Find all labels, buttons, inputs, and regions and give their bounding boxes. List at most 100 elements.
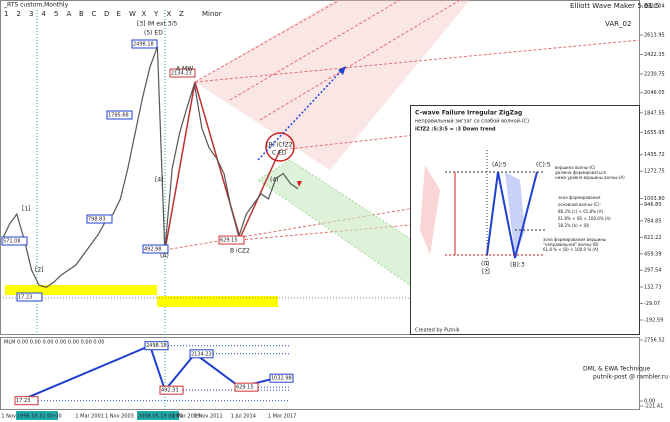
panel-note: ниже уровня вершины волны-(A) xyxy=(555,175,625,180)
panel-wave: (0) xyxy=(481,261,490,268)
degree-button: C xyxy=(92,10,97,18)
panel-formula: iCfZ2 :5:3:5 = :3 Down trend xyxy=(415,127,496,133)
info-panel xyxy=(410,105,640,335)
panel-note: зона формирования xyxy=(558,195,601,200)
watermark: DML & EWA Technique xyxy=(583,366,651,373)
price-tag-text: 798.83 xyxy=(88,217,106,223)
wave-label: [4] xyxy=(155,177,164,184)
wave-label: [2] xyxy=(35,267,44,274)
value-tag xyxy=(234,382,259,392)
wave-label: (4) xyxy=(270,177,279,184)
degree-button: X xyxy=(142,10,147,18)
value-tag xyxy=(269,373,294,383)
projection-arrow xyxy=(338,66,346,75)
indicator-name: Elliott Wave Maker 5.61.5 xyxy=(570,2,660,10)
y-tick-label: 2756.52 xyxy=(644,338,665,344)
panel-note: 61.8 % < (B) < 100.0 % (A) xyxy=(543,247,599,252)
value-label: 629.15 xyxy=(236,385,254,391)
panel-note: зона формирования вершины xyxy=(543,237,606,242)
degree-button: X xyxy=(167,10,172,18)
x-tick-label: 1 Mar 2009 xyxy=(172,414,201,420)
value-tag xyxy=(159,385,184,395)
value-label: 1032.98 xyxy=(271,376,292,382)
degree-button: 3 xyxy=(29,10,33,18)
time-badge-text: 2008.05.19 00:00 xyxy=(138,414,183,420)
price-tag-text: 571.08 xyxy=(3,239,21,245)
time-badge-text: 1996.10.31 00:00 xyxy=(17,414,62,420)
y-tick-label: 1003.80 xyxy=(644,196,665,202)
price-tag-text: 17.23 xyxy=(18,295,32,301)
y-tick-label: 1435.72 xyxy=(644,152,665,158)
sub-pane xyxy=(0,337,640,410)
overlay: 1 2 3 4 5 A B C D E W X Y X Z2900.042613.952422.352230… xyxy=(1,4,664,420)
y-tick-label: -29.07 xyxy=(644,301,660,307)
down-arrow xyxy=(297,181,302,187)
y-tick-label: -221.41 xyxy=(644,404,663,410)
time-badge xyxy=(137,411,179,420)
panel-credit: Created by Putnik xyxy=(415,328,460,334)
highlight-circle xyxy=(265,132,295,162)
price-tag xyxy=(86,214,113,224)
degree-button: 4 xyxy=(42,10,47,18)
panel-subtitle: неправильный зигзаг со слабой волной-(C) xyxy=(415,118,529,125)
degree-button: Y xyxy=(153,10,159,18)
y-tick-label: 2046.05 xyxy=(644,90,665,96)
panel-wave: (A):5 xyxy=(492,162,507,169)
price-line xyxy=(1,46,299,288)
price-tag xyxy=(131,39,158,49)
wave-label: [3] IM ext.3/5 xyxy=(137,21,177,28)
time-badge xyxy=(16,411,58,420)
price-tag xyxy=(1,236,28,246)
y-tick-label: 132.73 xyxy=(644,284,662,290)
y-tick-label: 621.22 xyxy=(644,235,662,241)
y-tick-label: 1272.75 xyxy=(644,169,665,175)
degree-button: 1 xyxy=(4,10,8,18)
value-label: 2134.23 xyxy=(191,351,212,357)
panel-note: 38.2% (b) < (B) xyxy=(558,223,590,228)
x-tick-label: 1 Nov 2011 xyxy=(194,414,223,420)
y-tick-label: 0.00 xyxy=(644,399,655,405)
y-tick-label: -192.59 xyxy=(644,318,663,324)
panel-note: 88.2% (c) < 61.8% (A) xyxy=(558,209,603,214)
wave-label: A MW xyxy=(176,66,193,73)
panel-wave: [?] xyxy=(482,269,490,276)
panel-note: должна формироваться xyxy=(555,170,606,175)
wave-label: [1] xyxy=(22,206,31,213)
value-tag xyxy=(144,341,169,351)
price-tag-text: 492.98 xyxy=(144,247,162,253)
y-tick-label: 297.54 xyxy=(644,268,662,274)
zone xyxy=(157,296,278,307)
y-tick-label: 459.39 xyxy=(644,251,662,257)
value-label: 17.23 xyxy=(16,398,30,404)
degree-button: 2 xyxy=(17,10,21,18)
degree-button: E xyxy=(117,10,121,18)
template: VAR_02 xyxy=(605,20,631,28)
price-tag xyxy=(142,244,169,254)
panel-note: вершина волны-(C) xyxy=(555,165,596,170)
price-tag-text: 2134.23 xyxy=(171,71,192,77)
value-label: 2498.18 xyxy=(146,343,167,349)
wave-label: (5) ED xyxy=(144,30,163,37)
y-tick-label: 784.85 xyxy=(644,218,662,224)
panel-wave: (C):5 xyxy=(536,162,551,169)
price-tag xyxy=(218,235,245,245)
panel-note: 61.8% < (B) < 100.0% (A) xyxy=(558,216,611,221)
degree: Minor xyxy=(202,10,222,18)
y-tick-label: 2613.95 xyxy=(644,33,665,39)
price-tag xyxy=(169,68,196,78)
panel-note: "неправильной" волны-(B) xyxy=(543,242,599,247)
indicator-title: MLM 0.00 0.00 0.00 0.00 0.00 0.00 0.00 xyxy=(4,340,104,346)
price-tag xyxy=(16,292,43,302)
symbol: _RTS custom,Monthly xyxy=(3,2,69,9)
panel-wave: (B):3 xyxy=(510,262,525,269)
price-tag-text: 629.15 xyxy=(220,238,238,244)
degree-button: W xyxy=(129,10,136,18)
x-tick-label: 1 Jul 2014 xyxy=(231,414,256,420)
panel-note: основной волны-(C): xyxy=(558,202,601,207)
value-tag xyxy=(14,396,39,406)
price-tag xyxy=(106,110,133,120)
wave-label: (B) iCfZ2 xyxy=(266,142,293,149)
value-tag xyxy=(189,349,214,359)
wave-label: (A) xyxy=(160,253,169,260)
